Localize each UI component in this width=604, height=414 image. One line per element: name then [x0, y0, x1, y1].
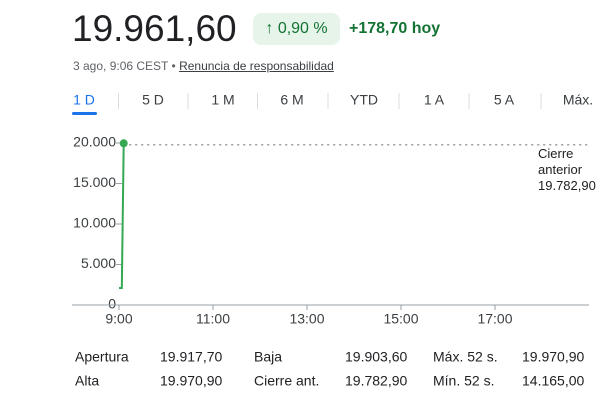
stat-label: Baja	[254, 349, 282, 365]
range-tab[interactable]: 6 M	[280, 92, 303, 108]
reference-name: Cierre anterior	[538, 146, 583, 177]
x-tick-label: 17:00	[477, 311, 512, 327]
current-point	[119, 139, 128, 148]
range-tab[interactable]: 1 M	[211, 92, 234, 108]
stat-label: Cierre ant.	[254, 373, 319, 389]
y-tick-label: 20.000	[73, 134, 116, 150]
change-badge: ↑ 0,90 %	[253, 13, 340, 45]
x-tick-label: 13:00	[289, 311, 324, 327]
stat-label: Apertura	[75, 349, 129, 365]
range-tab[interactable]: 1 A	[424, 92, 445, 108]
price: 19.961,60	[72, 8, 237, 49]
timestamp: 3 ago, 9:06 CEST •	[73, 59, 176, 73]
subline: 3 ago, 9:06 CEST • Renuncia de responsab…	[73, 59, 334, 73]
stat-value: 19.917,70	[160, 349, 222, 365]
x-tick-label: 9:00	[105, 311, 132, 327]
stat-label: Alta	[75, 373, 99, 389]
stat-value: 14.165,00	[522, 373, 584, 389]
x-tick-label: 11:00	[196, 311, 230, 327]
y-tick-label: 10.000	[73, 215, 116, 231]
stat-value: 19.903,60	[345, 349, 407, 365]
reference-label: Cierre anterior 19.782,90	[538, 146, 596, 194]
y-tick-label: 0	[108, 296, 116, 312]
x-tick-label: 15:00	[383, 311, 418, 327]
reference-value: 19.782,90	[538, 178, 596, 193]
stat-label: Mín. 52 s.	[433, 373, 494, 389]
active-tab-indicator	[72, 112, 97, 115]
range-tab[interactable]: Máx.	[563, 92, 593, 108]
range-tab[interactable]: 5 A	[494, 92, 515, 108]
change-percent: 0,90 %	[277, 20, 328, 37]
range-tab[interactable]: 1 D	[73, 92, 95, 108]
y-tick-label: 15.000	[73, 174, 116, 190]
price-line	[119, 143, 125, 289]
disclaimer-link[interactable]: Renuncia de responsabilidad	[179, 59, 334, 73]
range-tab[interactable]: YTD	[350, 92, 378, 108]
stat-value: 19.782,90	[345, 373, 407, 389]
stat-value: 19.970,90	[160, 373, 222, 389]
range-tab[interactable]: 5 D	[142, 92, 164, 108]
stat-value: 19.970,90	[522, 349, 584, 365]
y-tick-label: 5.000	[81, 255, 116, 271]
stat-label: Máx. 52 s.	[433, 349, 498, 365]
change-today: +178,70 hoy	[349, 20, 441, 37]
